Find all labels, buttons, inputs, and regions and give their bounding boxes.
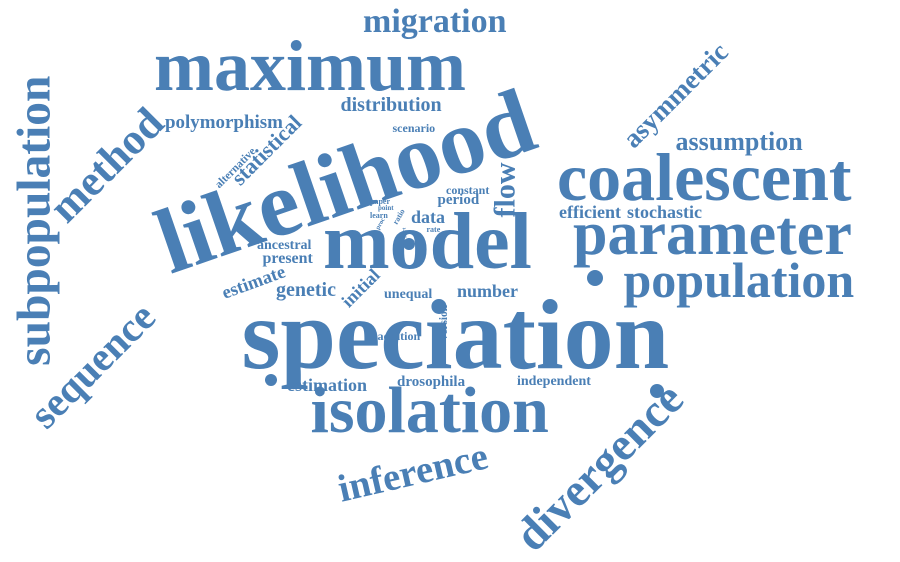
word-independent: independent — [517, 374, 591, 389]
word-efficient: efficient — [559, 202, 621, 222]
word-estimation: estimation — [287, 375, 367, 395]
dot-mark-2 — [403, 238, 415, 250]
word-period: period — [437, 192, 480, 208]
word-number: number — [457, 281, 519, 301]
dot-mark-4 — [650, 384, 664, 398]
word-model: model — [323, 198, 532, 286]
word-inference: inference — [333, 433, 492, 511]
word-subpopulation: subpopulation — [8, 75, 61, 366]
word-data: data — [411, 207, 446, 227]
word-present: present — [262, 250, 313, 267]
word-migration: migration — [363, 3, 507, 40]
word-unequal: unequal — [384, 287, 433, 302]
word-flow: flow — [488, 162, 521, 218]
word-coalescent: coalescent — [557, 139, 852, 215]
word-learn: learn — [370, 211, 388, 220]
word-genetic: genetic — [276, 279, 336, 301]
word-isolation: isolation — [310, 374, 549, 447]
word-stochastic: stochastic — [627, 202, 702, 222]
word-parameter: parameter — [573, 200, 852, 268]
word-maximum: maximum — [154, 26, 466, 106]
word-constant: constant — [446, 183, 490, 197]
word-distribution: distribution — [340, 94, 442, 116]
word-speciation: speciation — [241, 279, 670, 390]
word-addition: addition — [377, 329, 421, 343]
word-paper: paper — [370, 197, 390, 206]
dot-mark-3 — [587, 270, 603, 286]
word-part: part — [401, 227, 408, 238]
word-drosophila: drosophila — [397, 374, 466, 390]
word-point: point — [378, 204, 394, 212]
word-assumption: assumption — [675, 127, 803, 156]
word-scenario: scenario — [392, 121, 436, 135]
word-rate: rate — [426, 225, 441, 234]
word-ancestral: ancestral — [257, 238, 312, 253]
dot-mark-1 — [265, 374, 277, 386]
word-population: population — [623, 252, 855, 308]
word-version: version — [437, 305, 450, 341]
word-polymorphism: polymorphism — [165, 111, 283, 133]
